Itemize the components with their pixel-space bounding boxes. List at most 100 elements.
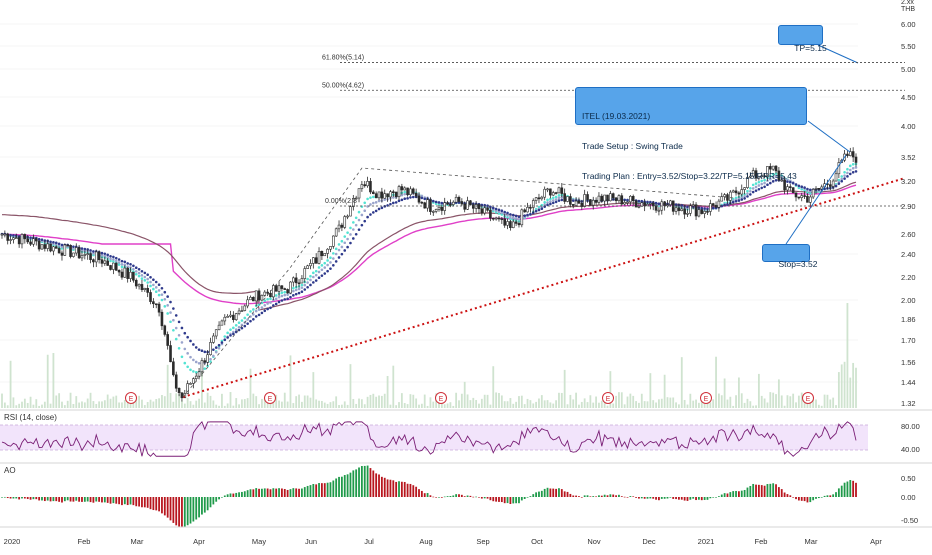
ao-bar [766, 484, 769, 497]
candle-body [557, 187, 561, 194]
ao-bar [672, 497, 675, 499]
candle-body [123, 267, 127, 278]
candle-body [74, 247, 78, 254]
ema-dot [763, 181, 766, 185]
price-tick-label: 1.32 [901, 399, 916, 408]
ao-bar [283, 488, 286, 497]
ema-dot [114, 259, 118, 263]
candle-body [606, 194, 609, 202]
candle-body [503, 218, 506, 226]
stop-callout[interactable]: Stop=3.52 [762, 244, 817, 269]
volume-bar [115, 395, 118, 408]
ao-bar [295, 488, 298, 497]
support-trendline [182, 177, 906, 398]
candle-body [177, 387, 181, 393]
ao-bar [469, 495, 472, 497]
volume-bar [61, 401, 63, 408]
ema-dot [751, 190, 755, 194]
candle-body [332, 235, 335, 247]
ema-dot [280, 291, 284, 295]
ao-bar [6, 497, 9, 499]
volume-bar [446, 403, 449, 408]
ema-dot [232, 332, 235, 336]
tp-callout[interactable]: TP=5.15 [778, 25, 827, 53]
candle-body [800, 195, 804, 198]
ema-dot [174, 337, 178, 341]
ao-pane-label[interactable]: AO [4, 466, 16, 475]
ema-dot [114, 256, 118, 260]
ema-dot [189, 368, 192, 372]
ema-dot [543, 200, 546, 204]
candle-body [386, 193, 389, 198]
ema-dot [369, 203, 372, 206]
candle-body [674, 207, 678, 212]
volume-bar [132, 402, 135, 408]
ao-bar [575, 495, 577, 497]
candle-body [220, 320, 224, 326]
candle-body [763, 175, 766, 178]
candle-body [363, 184, 367, 187]
volume-bar [15, 405, 18, 408]
candle-body [740, 189, 744, 195]
candle-body [609, 193, 612, 202]
ao-bar [706, 497, 709, 500]
ao-bar [466, 495, 469, 497]
ema-dot [192, 343, 195, 346]
ema-dot [546, 201, 549, 204]
ao-bar [843, 482, 846, 497]
volume-bar [492, 366, 495, 408]
ema-dot [143, 271, 147, 275]
volume-bar [695, 399, 697, 408]
candle-body [232, 314, 235, 320]
ema-dot [109, 257, 112, 261]
ema-dot [791, 181, 795, 185]
ema-dot [491, 206, 495, 210]
ema-dot [80, 247, 84, 250]
ema-dot [140, 277, 144, 280]
ao-bar [360, 466, 363, 497]
ao-bar [632, 496, 635, 497]
candle-body [774, 165, 778, 172]
volume-bar [32, 404, 35, 408]
ema-dot [129, 262, 132, 266]
volume-bar [198, 398, 200, 408]
trade-setup-callout[interactable]: ITEL (19.03.2021) Trade Setup : Swing Tr… [575, 87, 807, 181]
ao-bar [263, 488, 266, 497]
ema-dot [637, 199, 641, 203]
ao-bar [743, 489, 746, 497]
ema-dot [223, 335, 227, 338]
ema-dot [183, 361, 187, 365]
ema-dot [343, 249, 347, 252]
ao-bar [266, 488, 269, 497]
candle-body [391, 191, 395, 193]
candle-body [474, 204, 478, 209]
ema-dot [754, 185, 758, 189]
volume-bar [161, 394, 163, 408]
candle-body [814, 188, 818, 190]
ao-bar [569, 493, 572, 497]
volume-bar [303, 395, 306, 408]
volume-bar [186, 397, 189, 408]
candle-body [834, 173, 838, 182]
ao-bar [703, 497, 706, 500]
volume-bar [826, 394, 829, 408]
ema-dot [60, 243, 64, 247]
candle-body [349, 206, 352, 217]
ao-bar [592, 496, 595, 497]
ao-bar [438, 497, 440, 498]
ema-dot [143, 275, 147, 279]
candle-body [203, 360, 207, 363]
volume-bar [640, 393, 643, 408]
candle-body [406, 187, 409, 196]
volume-bar [252, 393, 255, 408]
rsi-pane-label[interactable]: RSI (14, close) [4, 413, 57, 422]
candle-body [646, 204, 649, 207]
ema-dot [349, 233, 352, 236]
ao-bar [66, 497, 69, 501]
ema-dot [309, 274, 312, 278]
volume-bar [817, 404, 820, 408]
ema-dot [372, 201, 375, 205]
candle-body [597, 195, 601, 203]
